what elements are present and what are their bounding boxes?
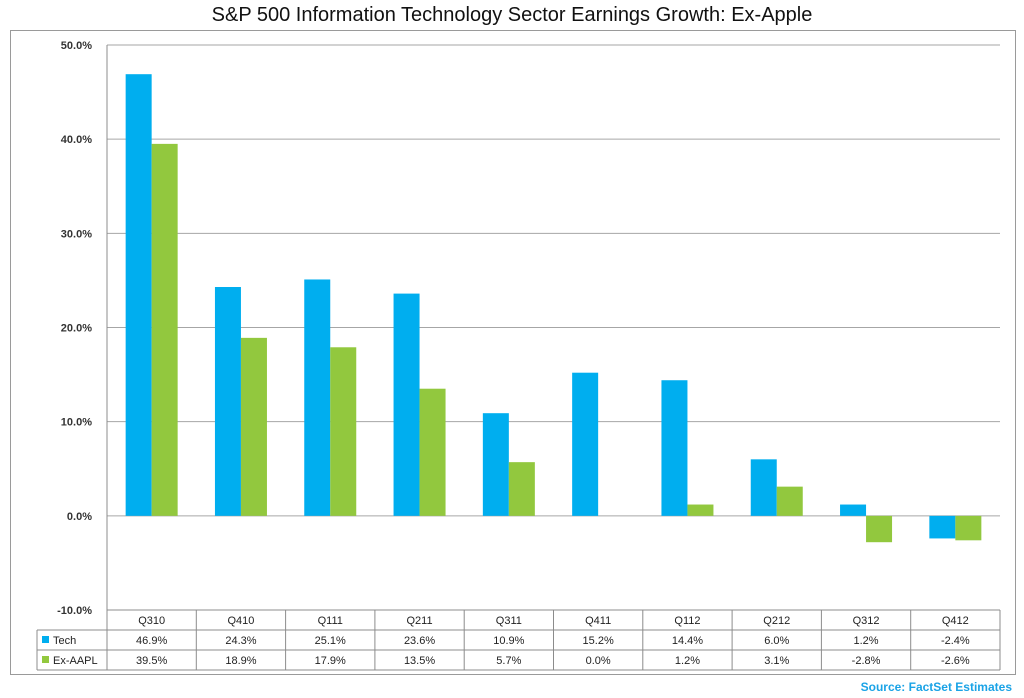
source-note: Source: FactSet Estimates — [860, 680, 1012, 694]
data-label: 5.7% — [496, 655, 521, 667]
bar-tech-q410 — [214, 287, 241, 516]
x-tick-label: Q311 — [496, 615, 522, 627]
data-label: -2.6% — [941, 655, 970, 667]
data-label: 1.2% — [854, 635, 879, 647]
chart-frame — [10, 30, 1016, 675]
bar-ex-aapl-q412 — [955, 515, 982, 541]
x-tick-label: Q310 — [138, 615, 165, 627]
bar-ex-aapl-q112 — [687, 504, 714, 516]
data-label: 15.2% — [583, 635, 614, 647]
x-tick-label: Q410 — [227, 615, 254, 627]
chart-title: S&P 500 Information Technology Sector Ea… — [211, 4, 813, 26]
bar-tech-q211 — [393, 293, 420, 516]
y-tick-label: 0.0% — [67, 511, 92, 523]
bar-tech-q412 — [929, 515, 956, 539]
x-tick-label: Q312 — [853, 615, 880, 627]
data-label: 17.9% — [315, 655, 346, 667]
y-tick-label: 40.0% — [61, 134, 92, 146]
data-label: 13.5% — [404, 655, 435, 667]
x-tick-label: Q112 — [674, 615, 700, 627]
data-label: -2.8% — [852, 655, 881, 667]
data-label: 23.6% — [404, 635, 435, 647]
bar-ex-aapl-q311 — [508, 462, 535, 516]
bar-tech-q311 — [482, 413, 509, 516]
y-tick-label: 50.0% — [61, 40, 92, 52]
y-tick-label: 20.0% — [61, 323, 92, 335]
x-tick-label: Q412 — [942, 615, 969, 627]
data-label: 14.4% — [672, 635, 703, 647]
bar-ex-aapl-q310 — [151, 143, 178, 516]
x-tick-label: Q211 — [407, 615, 433, 627]
y-tick-label: 30.0% — [61, 228, 92, 240]
data-label: 6.0% — [764, 635, 789, 647]
bar-ex-aapl-q410 — [240, 337, 267, 516]
data-label: 25.1% — [315, 635, 346, 647]
bar-ex-aapl-q211 — [419, 388, 446, 516]
bar-ex-aapl-q312 — [866, 515, 893, 543]
bar-tech-q212 — [750, 459, 777, 516]
legend-label-ex-aapl: Ex-AAPL — [53, 655, 98, 667]
x-tick-label: Q111 — [318, 615, 343, 627]
bar-tech-q111 — [304, 279, 331, 516]
y-tick-label: -10.0% — [57, 605, 92, 617]
bar-tech-q112 — [661, 380, 688, 516]
x-tick-label: Q411 — [585, 615, 611, 627]
bar-ex-aapl-q111 — [330, 347, 357, 516]
bar-ex-aapl-q212 — [776, 486, 803, 516]
legend-swatch-ex-aapl — [42, 656, 49, 663]
bar-tech-q310 — [125, 74, 152, 516]
data-label: 39.5% — [136, 655, 167, 667]
y-tick-label: 10.0% — [61, 417, 92, 429]
legend-label-tech: Tech — [53, 635, 76, 647]
bar-tech-q411 — [572, 372, 599, 516]
data-label: 3.1% — [764, 655, 789, 667]
data-label: 24.3% — [225, 635, 256, 647]
data-label: 10.9% — [493, 635, 524, 647]
x-tick-label: Q212 — [763, 615, 790, 627]
bar-tech-q312 — [840, 504, 867, 516]
data-label: 0.0% — [586, 655, 611, 667]
data-label: 18.9% — [225, 655, 256, 667]
data-label: 1.2% — [675, 655, 700, 667]
data-label: 46.9% — [136, 635, 167, 647]
data-label: -2.4% — [941, 635, 970, 647]
legend-swatch-tech — [42, 636, 49, 643]
